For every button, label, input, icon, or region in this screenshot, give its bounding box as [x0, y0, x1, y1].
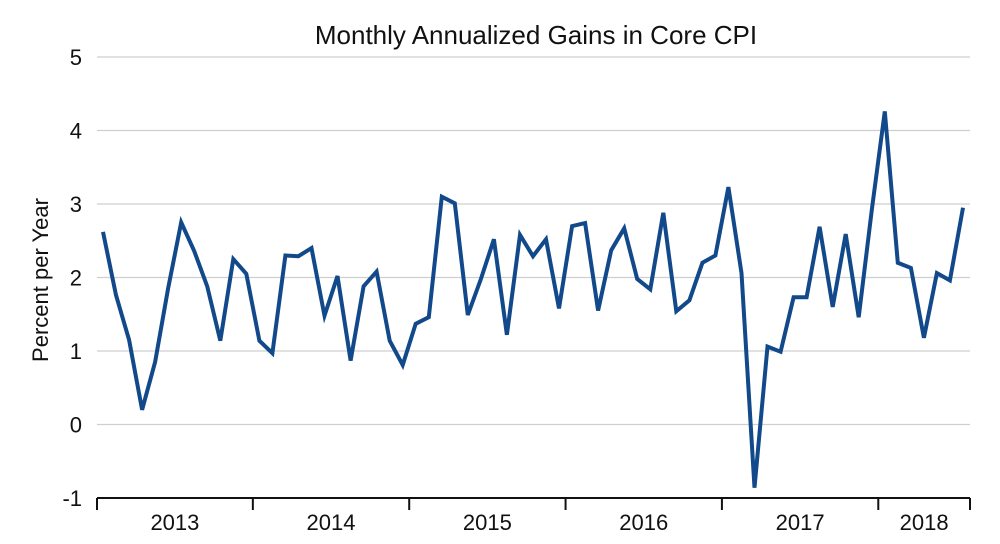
gridlines [97, 56, 970, 426]
series-layer [101, 111, 965, 488]
y-tick-label: 4 [70, 119, 82, 144]
x-tick-label: 2015 [463, 510, 512, 535]
y-tick-label: 2 [70, 266, 82, 291]
y-tick-label: 3 [70, 192, 82, 217]
chart-title: Monthly Annualized Gains in Core CPI [315, 20, 757, 50]
y-tick-label: 0 [70, 413, 82, 438]
y-axis-tick-labels: 5 4 3 2 1 0 -1 [62, 45, 82, 511]
y-tick-label: 5 [70, 45, 82, 70]
x-tick-label: 2018 [900, 510, 949, 535]
y-axis-label: Percent per Year [28, 198, 53, 362]
x-tick-label: 2013 [150, 510, 199, 535]
y-tick-label: 1 [70, 339, 82, 364]
x-axis: 2013 2014 2015 2016 2017 2018 [96, 497, 971, 535]
x-tick-label: 2014 [307, 510, 356, 535]
series-line [101, 111, 965, 488]
x-tick-label: 2016 [619, 510, 668, 535]
y-tick-label: -1 [62, 486, 82, 511]
x-tick-label: 2017 [776, 510, 825, 535]
